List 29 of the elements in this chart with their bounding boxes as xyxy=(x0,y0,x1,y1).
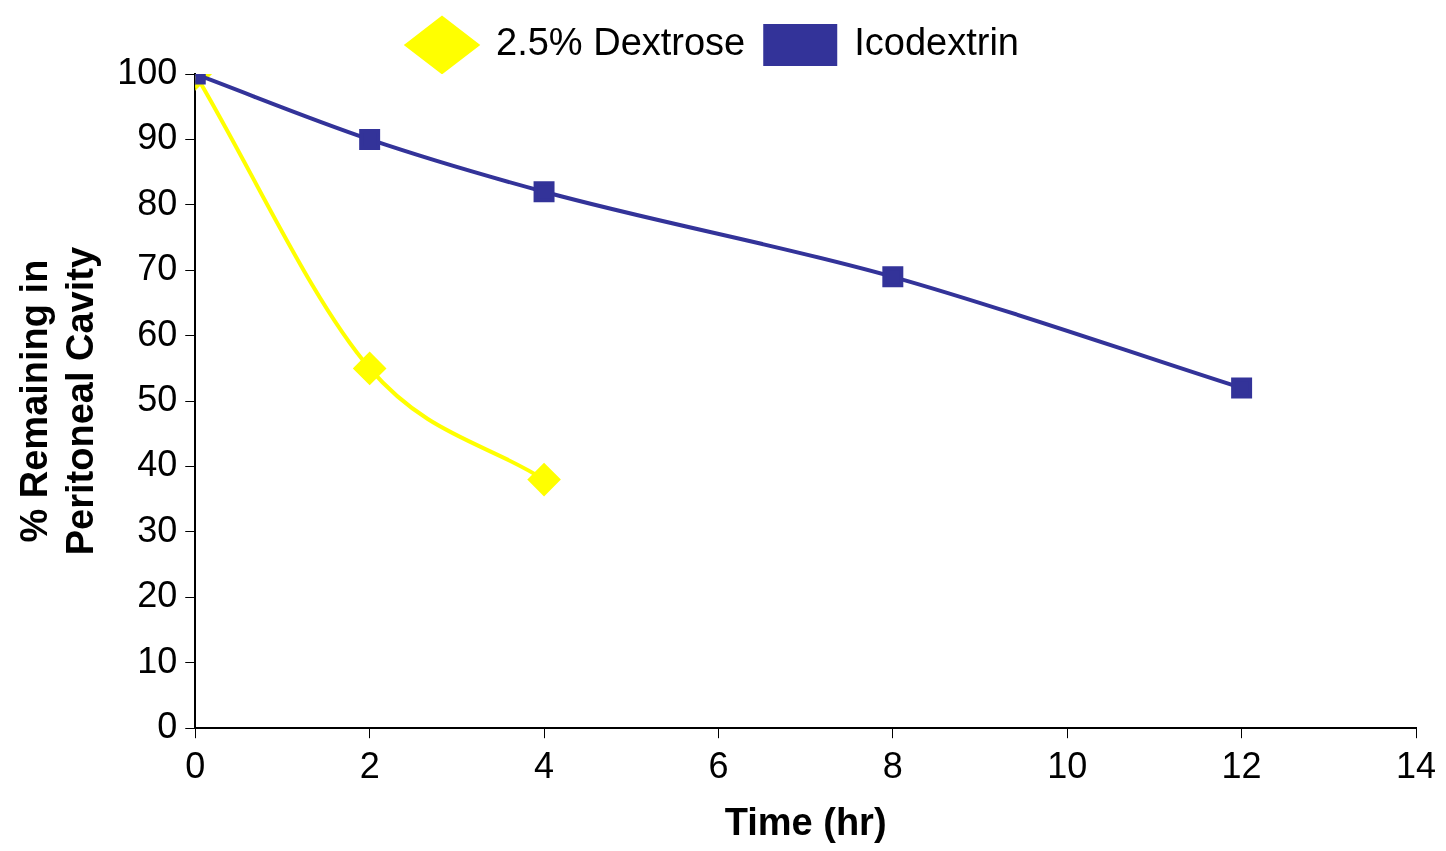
y-axis-title: % Remaining in Peritoneal Cavity xyxy=(13,246,101,556)
legend-label: Icodextrin xyxy=(854,21,1019,64)
x-tick-label: 14 xyxy=(1395,744,1437,786)
y-tick-label: 50 xyxy=(137,378,178,420)
y-tick-label: 0 xyxy=(157,705,178,747)
y-tick-label: 10 xyxy=(137,639,178,681)
point xyxy=(528,463,561,496)
y-tick-label: 80 xyxy=(137,181,178,223)
x-tick-label: 4 xyxy=(534,744,555,786)
y-tick-label: 60 xyxy=(137,312,178,354)
point xyxy=(359,128,381,150)
x-axis-title: Time (hr) xyxy=(724,800,887,843)
y-tick-label: 30 xyxy=(137,508,178,550)
y-tick-label: 20 xyxy=(137,574,178,616)
y-tick-label: 70 xyxy=(137,247,178,289)
y-tick-label: 40 xyxy=(137,443,178,485)
x-tick-label: 0 xyxy=(185,744,206,786)
x-tick-label: 2 xyxy=(359,744,380,786)
point xyxy=(1231,377,1253,399)
x-tick-label: 12 xyxy=(1221,744,1262,786)
point xyxy=(533,181,555,203)
legend-label: 2.5% Dextrose xyxy=(496,21,746,64)
y-tick-label: 90 xyxy=(137,116,178,158)
x-tick-label: 10 xyxy=(1047,744,1088,786)
point xyxy=(353,352,386,385)
y-tick-label: 100 xyxy=(117,50,178,92)
x-tick-label: 8 xyxy=(882,744,903,786)
x-tick-label: 6 xyxy=(708,744,729,786)
point xyxy=(882,266,904,288)
